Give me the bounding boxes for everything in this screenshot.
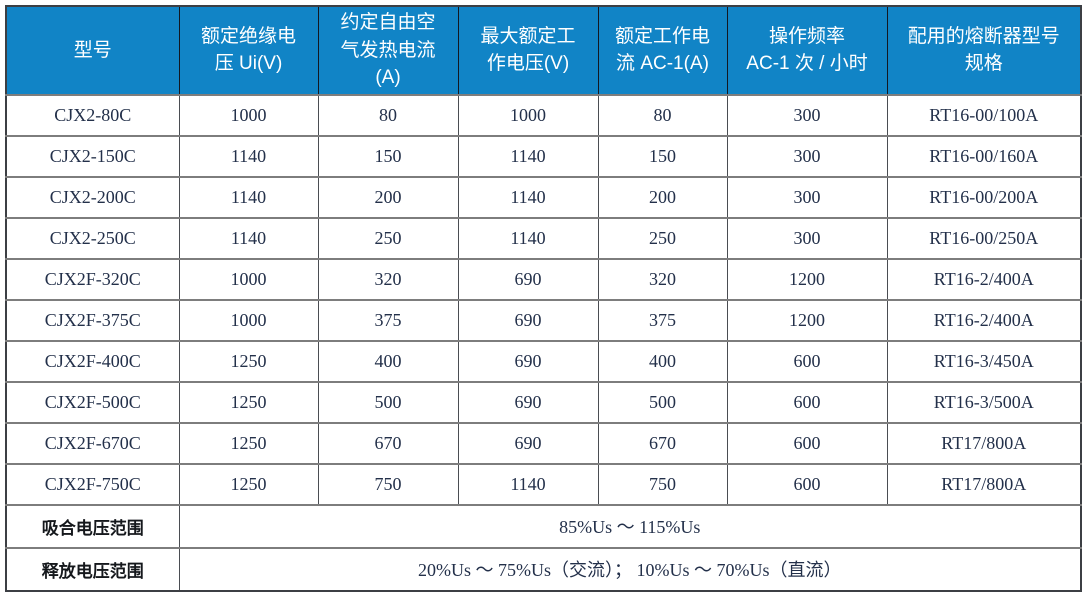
value-cell: 1000: [178, 94, 318, 137]
model-cell: CJX2-200C: [6, 176, 179, 219]
table-header: 型号 额定绝缘电 压 Ui(V) 约定自由空 气发热电流 (A) 最大额定工 作…: [6, 6, 1081, 96]
table-footer: 吸合电压范围 85%Us ～ 115%Us 释放电压范围 20%Us ～ 75%…: [6, 504, 1081, 591]
value-cell: 300: [726, 176, 887, 219]
table-row: CJX2F-320C 1000 320 690 320 1200 RT16-2/400A: [6, 258, 1081, 301]
header-row: 型号 额定绝缘电 压 Ui(V) 约定自由空 气发热电流 (A) 最大额定工 作…: [6, 6, 1081, 96]
value-cell: 320: [597, 258, 727, 301]
value-cell: 1200: [726, 299, 887, 342]
table-row: CJX2-150C 1140 150 1140 150 300 RT16-00/160A: [6, 135, 1081, 178]
value-cell: RT16-00/100A: [886, 94, 1081, 137]
value-cell: 690: [457, 422, 598, 465]
value-cell: 400: [597, 340, 727, 383]
value-cell: 1250: [178, 463, 318, 506]
value-cell: 1000: [178, 258, 318, 301]
model-cell: CJX2-150C: [6, 135, 179, 178]
value-cell: 1140: [178, 135, 318, 178]
value-cell: RT16-00/200A: [886, 176, 1081, 219]
value-cell: 300: [726, 94, 887, 137]
table-row: CJX2-80C 1000 80 1000 80 300 RT16-00/100A: [6, 94, 1081, 137]
release-voltage-row: 释放电压范围 20%Us ～ 75%Us（交流）； 10%Us ～ 70%Us（…: [6, 547, 1081, 591]
value-cell: RT17/800A: [886, 422, 1081, 465]
value-cell: 690: [457, 381, 598, 424]
table-row: CJX2F-375C 1000 375 690 375 1200 RT16-2/400A: [6, 299, 1081, 342]
value-cell: RT16-2/400A: [886, 299, 1081, 342]
release-voltage-value: 20%Us ～ 75%Us（交流）； 10%Us ～ 70%Us（直流）: [178, 547, 1081, 591]
header-operation-frequency: 操作频率 AC-1 次 / 小时: [726, 6, 887, 96]
value-cell: 375: [597, 299, 727, 342]
header-max-working-voltage: 最大额定工 作电压(V): [457, 6, 598, 96]
header-model: 型号: [6, 6, 179, 96]
value-cell: 1250: [178, 422, 318, 465]
contactor-spec-table: 型号 额定绝缘电 压 Ui(V) 约定自由空 气发热电流 (A) 最大额定工 作…: [5, 5, 1082, 592]
value-cell: RT16-3/500A: [886, 381, 1081, 424]
value-cell: RT16-00/160A: [886, 135, 1081, 178]
value-cell: 690: [457, 258, 598, 301]
value-cell: RT16-00/250A: [886, 217, 1081, 260]
release-voltage-label: 释放电压范围: [6, 547, 179, 591]
value-cell: 600: [726, 381, 887, 424]
pickup-voltage-row: 吸合电压范围 85%Us ～ 115%Us: [6, 504, 1081, 549]
model-cell: CJX2F-320C: [6, 258, 179, 301]
model-cell: CJX2F-375C: [6, 299, 179, 342]
value-cell: 375: [317, 299, 458, 342]
header-fuse-spec: 配用的熔断器型号 规格: [886, 6, 1081, 96]
value-cell: 300: [726, 135, 887, 178]
model-cell: CJX2-250C: [6, 217, 179, 260]
value-cell: 1000: [457, 94, 598, 137]
value-cell: 80: [317, 94, 458, 137]
value-cell: 1140: [178, 217, 318, 260]
value-cell: 1140: [178, 176, 318, 219]
value-cell: 1250: [178, 340, 318, 383]
value-cell: 200: [317, 176, 458, 219]
model-cell: CJX2F-670C: [6, 422, 179, 465]
table-row: CJX2F-670C 1250 670 690 670 600 RT17/800A: [6, 422, 1081, 465]
value-cell: 1250: [178, 381, 318, 424]
model-cell: CJX2-80C: [6, 94, 179, 137]
value-cell: 690: [457, 340, 598, 383]
value-cell: 750: [597, 463, 727, 506]
table-row: CJX2-250C 1140 250 1140 250 300 RT16-00/250A: [6, 217, 1081, 260]
model-cell: CJX2F-500C: [6, 381, 179, 424]
value-cell: 500: [317, 381, 458, 424]
value-cell: RT16-3/450A: [886, 340, 1081, 383]
value-cell: 250: [597, 217, 727, 260]
value-cell: 200: [597, 176, 727, 219]
header-insulation-voltage: 额定绝缘电 压 Ui(V): [178, 6, 318, 96]
table-body: CJX2-80C 1000 80 1000 80 300 RT16-00/100A CJX2-…: [6, 94, 1081, 506]
pickup-voltage-value: 85%Us ～ 115%Us: [178, 504, 1081, 549]
value-cell: 1140: [457, 176, 598, 219]
model-cell: CJX2F-400C: [6, 340, 179, 383]
value-cell: 670: [597, 422, 727, 465]
value-cell: 1140: [457, 463, 598, 506]
value-cell: 300: [726, 217, 887, 260]
value-cell: 690: [457, 299, 598, 342]
value-cell: 500: [597, 381, 727, 424]
value-cell: 400: [317, 340, 458, 383]
header-working-current: 额定工作电 流 AC-1(A): [597, 6, 727, 96]
value-cell: 600: [726, 340, 887, 383]
value-cell: 150: [317, 135, 458, 178]
value-cell: 250: [317, 217, 458, 260]
value-cell: 150: [597, 135, 727, 178]
value-cell: 750: [317, 463, 458, 506]
header-thermal-current: 约定自由空 气发热电流 (A): [317, 6, 458, 96]
value-cell: 1000: [178, 299, 318, 342]
value-cell: 1200: [726, 258, 887, 301]
value-cell: 320: [317, 258, 458, 301]
table-row: CJX2F-750C 1250 750 1140 750 600 RT17/800A: [6, 463, 1081, 506]
pickup-voltage-label: 吸合电压范围: [6, 504, 179, 549]
table-row: CJX2F-500C 1250 500 690 500 600 RT16-3/500A: [6, 381, 1081, 424]
value-cell: 1140: [457, 135, 598, 178]
value-cell: 670: [317, 422, 458, 465]
table-row: CJX2F-400C 1250 400 690 400 600 RT16-3/450A: [6, 340, 1081, 383]
table-row: CJX2-200C 1140 200 1140 200 300 RT16-00/200A: [6, 176, 1081, 219]
value-cell: 600: [726, 463, 887, 506]
value-cell: RT16-2/400A: [886, 258, 1081, 301]
model-cell: CJX2F-750C: [6, 463, 179, 506]
value-cell: RT17/800A: [886, 463, 1081, 506]
value-cell: 1140: [457, 217, 598, 260]
value-cell: 600: [726, 422, 887, 465]
value-cell: 80: [597, 94, 727, 137]
